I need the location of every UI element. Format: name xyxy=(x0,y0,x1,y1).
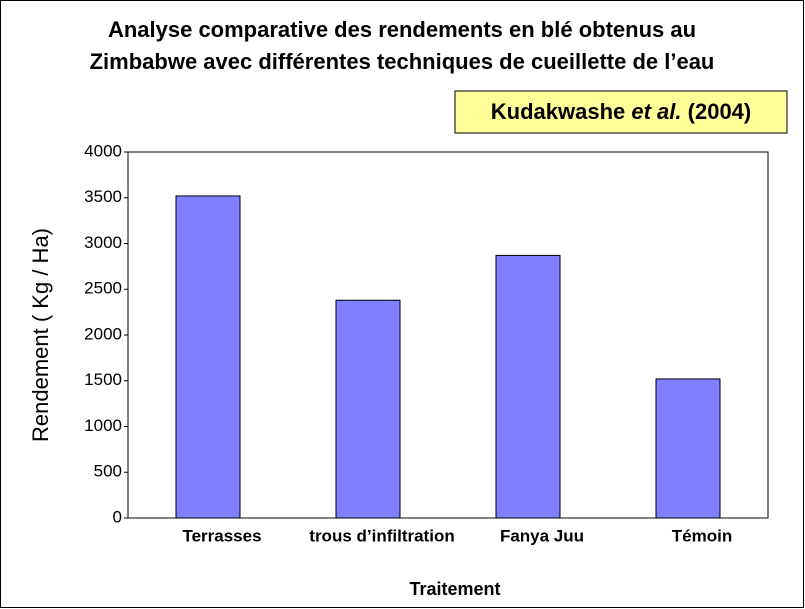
chart-title: Zimbabwe avec différentes techniques de … xyxy=(90,49,715,74)
y-tick-label: 1000 xyxy=(84,416,122,435)
y-tick-label: 2000 xyxy=(84,324,122,343)
annotation-box xyxy=(454,90,788,134)
y-tick-label: 4000 xyxy=(84,141,122,160)
y-tick-label: 1500 xyxy=(84,370,122,389)
annotation-author: Kudakwashe xyxy=(491,99,626,124)
bar xyxy=(655,378,721,519)
bar xyxy=(495,254,561,519)
bar xyxy=(175,195,241,519)
x-tick-label: Témoin xyxy=(672,526,732,545)
chart-title: Analyse comparative des rendements en bl… xyxy=(108,17,696,42)
y-tick-label: 500 xyxy=(94,462,122,481)
y-axis-label: Rendement ( Kg / Ha) xyxy=(28,228,53,442)
x-axis-label: Traitement xyxy=(409,579,500,599)
y-tick-label: 3500 xyxy=(84,187,122,206)
x-tick-label: trous d’infiltration xyxy=(309,526,454,545)
annotation-etal: et al. xyxy=(631,99,681,124)
annotation-year: (2004) xyxy=(688,99,752,124)
y-tick-label: 0 xyxy=(113,507,122,526)
annotation: Kudakwashe et al. (2004) xyxy=(491,99,751,124)
bar xyxy=(335,299,401,519)
x-tick-label: Fanya Juu xyxy=(500,526,584,545)
x-tick-label: Terrasses xyxy=(182,526,261,545)
y-tick-label: 3000 xyxy=(84,233,122,252)
y-tick-label: 2500 xyxy=(84,279,122,298)
